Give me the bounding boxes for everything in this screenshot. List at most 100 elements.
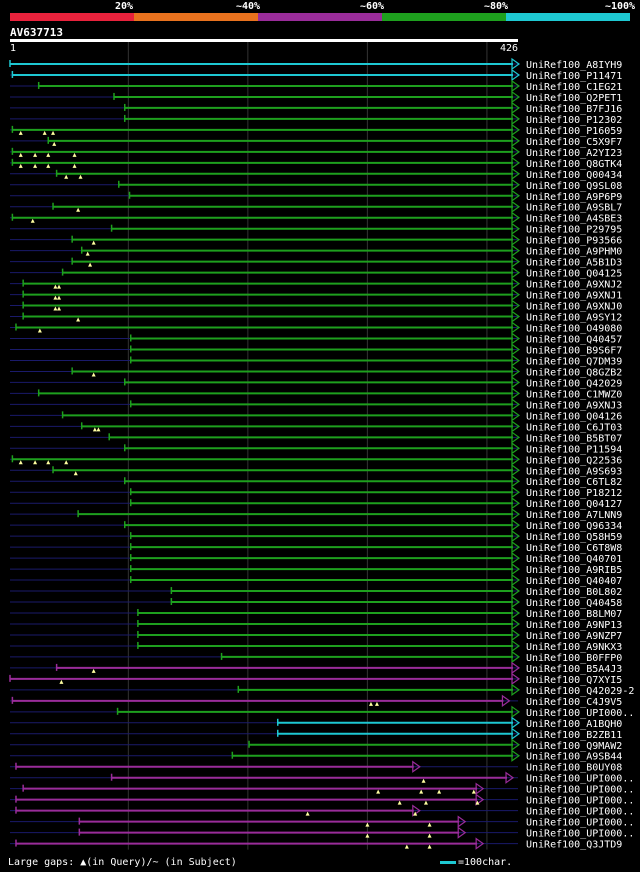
hit-label: UniRef100_Q04127 bbox=[526, 499, 622, 510]
hit-end-arrow bbox=[511, 134, 521, 148]
scale-segment bbox=[382, 13, 506, 21]
hit-label: UniRef100_UPI000.. bbox=[526, 829, 634, 840]
hit-label: UniRef100_Q96334 bbox=[526, 521, 622, 532]
query-gap-marker bbox=[33, 163, 38, 168]
hit-label: UniRef100_A9NP13 bbox=[526, 620, 622, 631]
hit-end-arrow bbox=[511, 551, 521, 565]
hit-label: UniRef100_B7FJ16 bbox=[526, 104, 622, 115]
scale-legend: =100char. bbox=[440, 857, 512, 868]
query-gap-marker bbox=[64, 460, 69, 465]
hit-end-arrow bbox=[511, 738, 521, 751]
hit-label: UniRef100_A8IYH9 bbox=[526, 60, 622, 71]
hit-end-arrow bbox=[511, 123, 521, 137]
hit-label: UniRef100_A9S693 bbox=[526, 466, 622, 477]
hit-end-arrow bbox=[505, 771, 515, 784]
hit-end-arrow bbox=[511, 529, 521, 543]
hit-label: UniRef100_B0FFP0 bbox=[526, 653, 622, 664]
hit-end-arrow bbox=[511, 255, 521, 268]
hit-end-arrow bbox=[511, 672, 521, 686]
scale-legend-text: =100char. bbox=[458, 857, 513, 868]
query-gap-marker bbox=[423, 800, 428, 805]
hit-label: UniRef100_A2YI23 bbox=[526, 148, 622, 159]
hit-label: UniRef100_A9XNJ2 bbox=[526, 280, 622, 291]
hit-end-arrow bbox=[511, 376, 521, 389]
hit-end-arrow bbox=[511, 628, 521, 642]
query-gap-marker bbox=[53, 295, 58, 300]
hit-end-arrow bbox=[475, 782, 485, 795]
hit-label: UniRef100_Q40407 bbox=[526, 576, 622, 587]
hit-end-arrow bbox=[511, 387, 521, 400]
query-gap-marker bbox=[91, 668, 96, 673]
query-ruler: 1 426 bbox=[10, 43, 518, 55]
hit-label: UniRef100_O49080 bbox=[526, 324, 622, 335]
scale-segment bbox=[258, 13, 382, 21]
hit-end-arrow bbox=[511, 716, 521, 729]
hit-label: UniRef100_A9NZP7 bbox=[526, 631, 622, 642]
hit-label: UniRef100_C6JT03 bbox=[526, 422, 622, 433]
query-gap-marker bbox=[57, 306, 62, 311]
query-gap-marker bbox=[18, 460, 23, 465]
hit-label: UniRef100_P18212 bbox=[526, 488, 622, 499]
gap-legend: Large gaps: ▲(in Query)/~ (in Subject) bbox=[8, 857, 237, 868]
hit-label: UniRef100_B8LM07 bbox=[526, 609, 622, 620]
query-gap-marker bbox=[376, 789, 381, 794]
query-gap-marker bbox=[33, 460, 38, 465]
hit-label: UniRef100_A9XNJ1 bbox=[526, 291, 622, 302]
hit-end-arrow bbox=[511, 288, 521, 301]
hit-end-arrow bbox=[511, 178, 521, 191]
hit-end-arrow bbox=[511, 442, 521, 455]
hit-end-arrow bbox=[511, 222, 521, 235]
hit-label: UniRef100_A9SBL7 bbox=[526, 203, 622, 214]
hit-label: UniRef100_Q9SL08 bbox=[526, 181, 622, 192]
hit-end-arrow bbox=[412, 804, 421, 817]
hit-label: UniRef100_A9SB44 bbox=[526, 752, 622, 763]
hit-end-arrow bbox=[511, 508, 521, 521]
hit-end-arrow bbox=[511, 486, 521, 499]
hit-end-arrow bbox=[511, 233, 521, 246]
hit-label: UniRef100_A9RIB5 bbox=[526, 565, 622, 576]
hit-end-arrow bbox=[511, 431, 521, 444]
hit-label: UniRef100_C1EG21 bbox=[526, 82, 622, 93]
query-gap-marker bbox=[42, 130, 47, 135]
hit-end-arrow bbox=[511, 189, 521, 202]
hit-end-arrow bbox=[511, 266, 521, 279]
hit-end-arrow bbox=[511, 639, 521, 653]
hit-label: UniRef100_B0UY08 bbox=[526, 763, 622, 774]
query-gap-marker bbox=[57, 284, 62, 289]
hit-end-arrow bbox=[511, 156, 521, 169]
hit-label: UniRef100_A7LNN9 bbox=[526, 510, 622, 521]
hit-label: UniRef100_P12302 bbox=[526, 115, 622, 126]
hit-end-arrow bbox=[511, 343, 521, 356]
scale-swatch bbox=[440, 860, 456, 864]
hit-label: UniRef100_Q8GZB2 bbox=[526, 367, 622, 378]
query-id: AV637713 bbox=[10, 26, 63, 39]
hit-label: UniRef100_Q7XYI5 bbox=[526, 675, 622, 686]
hit-label: UniRef100_B9S6F7 bbox=[526, 345, 622, 356]
query-gap-marker bbox=[374, 701, 379, 706]
hit-label: UniRef100_Q42029 bbox=[526, 378, 622, 389]
query-gap-marker bbox=[427, 822, 432, 827]
hit-label: UniRef100_B5A4J3 bbox=[526, 664, 622, 675]
hit-end-arrow bbox=[511, 101, 521, 115]
query-gap-marker bbox=[64, 174, 69, 179]
query-gap-marker bbox=[52, 141, 57, 146]
hit-label: UniRef100_C6TL82 bbox=[526, 477, 622, 488]
query-gap-marker bbox=[419, 789, 424, 794]
hit-end-arrow bbox=[511, 365, 521, 378]
query-gap-marker bbox=[427, 844, 432, 849]
query-gap-marker bbox=[368, 701, 373, 706]
query-gap-marker bbox=[397, 800, 402, 805]
hit-end-arrow bbox=[511, 167, 521, 180]
hit-label: UniRef100_Q00434 bbox=[526, 170, 622, 181]
query-gap-marker bbox=[18, 130, 23, 135]
hit-label: UniRef100_Q04126 bbox=[526, 411, 622, 422]
hit-end-arrow bbox=[511, 277, 521, 290]
hit-end-arrow bbox=[511, 244, 521, 257]
query-gap-marker bbox=[53, 284, 58, 289]
query-gap-marker bbox=[46, 152, 51, 157]
hit-end-arrow bbox=[511, 661, 521, 675]
ruler-end-label: 426 bbox=[499, 43, 518, 54]
hit-label: UniRef100_A1BQH0 bbox=[526, 719, 622, 730]
hit-label: UniRef100_UPI000.. bbox=[526, 818, 634, 829]
hit-end-arrow bbox=[511, 398, 521, 411]
